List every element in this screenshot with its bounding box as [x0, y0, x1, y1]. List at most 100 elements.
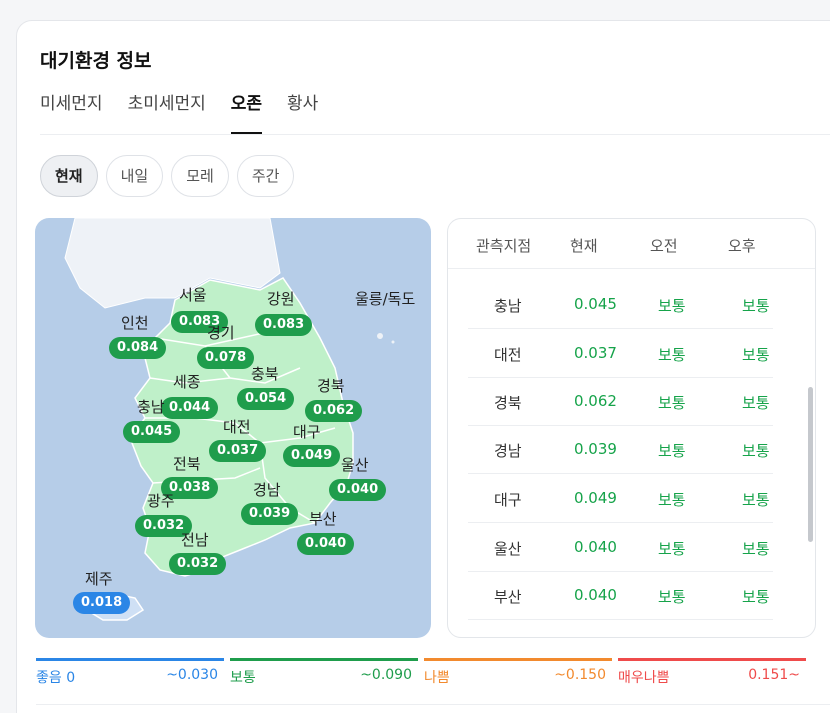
map-shapes — [64, 218, 395, 621]
region-value[interactable]: 0.032 — [169, 553, 227, 575]
row-now: 0.040 — [574, 538, 617, 556]
legend-good-label: 좋음 0 — [36, 670, 76, 686]
row-pm: 보통 — [742, 540, 770, 558]
station-table: 관측지점 현재 오전 오후 충남 0.045 보통 보통 대전 0.037 보통… — [447, 218, 816, 638]
region-value[interactable]: 0.018 — [73, 592, 131, 614]
chip-weekly[interactable]: 주간 — [236, 155, 295, 197]
row-now: 0.039 — [574, 440, 617, 458]
tab-pm25[interactable]: 초미세먼지 — [127, 94, 206, 114]
region-value[interactable]: 0.062 — [305, 400, 363, 422]
region-label: 울산 — [341, 456, 369, 474]
row-station: 부산 — [494, 588, 522, 606]
region-value[interactable]: 0.054 — [237, 388, 295, 410]
tab-divider — [40, 134, 830, 135]
ulleung-dokdo-label: 울릉/독도 — [355, 290, 416, 308]
chip-day-after[interactable]: 모레 — [171, 155, 229, 197]
row-pm: 보통 — [742, 394, 770, 412]
header-station: 관측지점 — [476, 237, 532, 255]
time-chips: 현재 내일 모레 주간 — [40, 155, 295, 197]
page-title: 대기환경 정보 — [40, 50, 152, 72]
row-now: 0.062 — [574, 392, 617, 410]
region-label: 충남 — [137, 398, 165, 416]
legend-normal-range: ~0.090 — [360, 667, 412, 683]
legend-good-range: ~0.030 — [166, 667, 218, 683]
row-station: 대구 — [494, 491, 522, 509]
chip-tomorrow[interactable]: 내일 — [105, 155, 164, 197]
row-am: 보통 — [658, 442, 686, 460]
chip-now[interactable]: 현재 — [40, 155, 98, 197]
tab-pm10[interactable]: 미세먼지 — [40, 94, 103, 114]
row-now: 0.040 — [574, 586, 617, 604]
row-now: 0.037 — [574, 344, 617, 362]
region-label: 대구 — [293, 423, 321, 441]
region-value[interactable]: 0.037 — [209, 440, 267, 462]
row-now: 0.049 — [574, 489, 617, 507]
table-row[interactable]: 울산 0.040 보통 보통 — [468, 524, 773, 572]
table-row[interactable]: 충남 0.045 보통 보통 — [468, 281, 773, 329]
region-value[interactable]: 0.038 — [161, 477, 219, 499]
tab-yellow-dust[interactable]: 황사 — [287, 94, 319, 114]
region-label: 대전 — [223, 418, 251, 436]
table-row[interactable]: 경북 0.062 보통 보통 — [468, 378, 773, 426]
region-value[interactable]: 0.084 — [109, 337, 167, 359]
region-value[interactable]: 0.040 — [329, 479, 387, 501]
region-value[interactable]: 0.049 — [283, 445, 341, 467]
legend-very-bad-label: 매우나쁨 — [618, 670, 670, 686]
region-value[interactable]: 0.039 — [241, 503, 299, 525]
pollutant-tabs: 미세먼지 초미세먼지 오존 황사 — [40, 90, 343, 134]
row-station: 울산 — [494, 540, 522, 558]
region-label: 경북 — [317, 377, 345, 395]
table-row[interactable]: 대구 0.049 보통 보통 — [468, 475, 773, 523]
legend-very-bad: 매우나쁨 0.151~ — [618, 658, 806, 688]
region-label: 인천 — [121, 314, 149, 332]
region-label: 서울 — [179, 286, 207, 304]
row-pm: 보통 — [742, 588, 770, 606]
legend-bad-label: 나쁨 — [424, 670, 450, 686]
region-value[interactable]: 0.045 — [123, 421, 181, 443]
row-station: 경남 — [494, 442, 522, 460]
row-pm: 보통 — [742, 297, 770, 315]
region-value[interactable]: 0.083 — [255, 314, 313, 336]
legend-bad: 나쁨 ~0.150 — [424, 658, 612, 688]
region-value[interactable]: 0.032 — [135, 515, 193, 537]
row-pm: 보통 — [742, 442, 770, 460]
row-am: 보통 — [658, 491, 686, 509]
row-station: 경북 — [494, 394, 522, 412]
region-value[interactable]: 0.040 — [297, 533, 355, 555]
row-pm: 보통 — [742, 346, 770, 364]
region-label: 강원 — [267, 290, 295, 308]
row-station: 대전 — [494, 346, 522, 364]
row-now: 0.045 — [574, 295, 617, 313]
region-label: 전북 — [173, 455, 201, 473]
header-pm: 오후 — [728, 237, 756, 255]
table-row[interactable]: 부산 0.040 보통 보통 — [468, 572, 773, 620]
header-now: 현재 — [570, 237, 598, 255]
row-am: 보통 — [658, 297, 686, 315]
row-station: 충남 — [494, 297, 522, 315]
table-row[interactable]: 대전 0.037 보통 보통 — [468, 330, 773, 378]
bottom-divider — [36, 704, 830, 705]
korea-map: 서울 0.083 강원 0.083 인천 0.084 경기 0.078 세종 0… — [35, 218, 431, 638]
table-scrollbar[interactable] — [808, 387, 813, 542]
table-row[interactable]: 경남 0.039 보통 보통 — [468, 426, 773, 474]
region-label: 세종 — [173, 373, 201, 391]
legend: 좋음 0 ~0.030 보통 ~0.090 나쁨 ~0.150 매우나쁨 0.1… — [36, 658, 806, 688]
tab-ozone[interactable]: 오존 — [230, 90, 263, 134]
row-am: 보통 — [658, 346, 686, 364]
region-value[interactable]: 0.078 — [197, 347, 255, 369]
row-pm: 보통 — [742, 491, 770, 509]
legend-normal-label: 보통 — [230, 670, 256, 686]
region-label: 부산 — [309, 510, 337, 528]
region-label: 충북 — [251, 365, 279, 383]
legend-bad-range: ~0.150 — [554, 667, 606, 683]
region-label: 제주 — [85, 570, 113, 588]
legend-very-bad-range: 0.151~ — [748, 667, 800, 683]
header-am: 오전 — [650, 237, 678, 255]
region-value[interactable]: 0.083 — [171, 311, 229, 333]
region-label: 경남 — [253, 481, 281, 499]
region-label: 경기 — [207, 324, 235, 342]
legend-good: 좋음 0 ~0.030 — [36, 658, 224, 688]
region-label: 전남 — [181, 531, 209, 549]
table-header: 관측지점 현재 오전 오후 — [448, 219, 815, 269]
region-value[interactable]: 0.044 — [161, 397, 219, 419]
